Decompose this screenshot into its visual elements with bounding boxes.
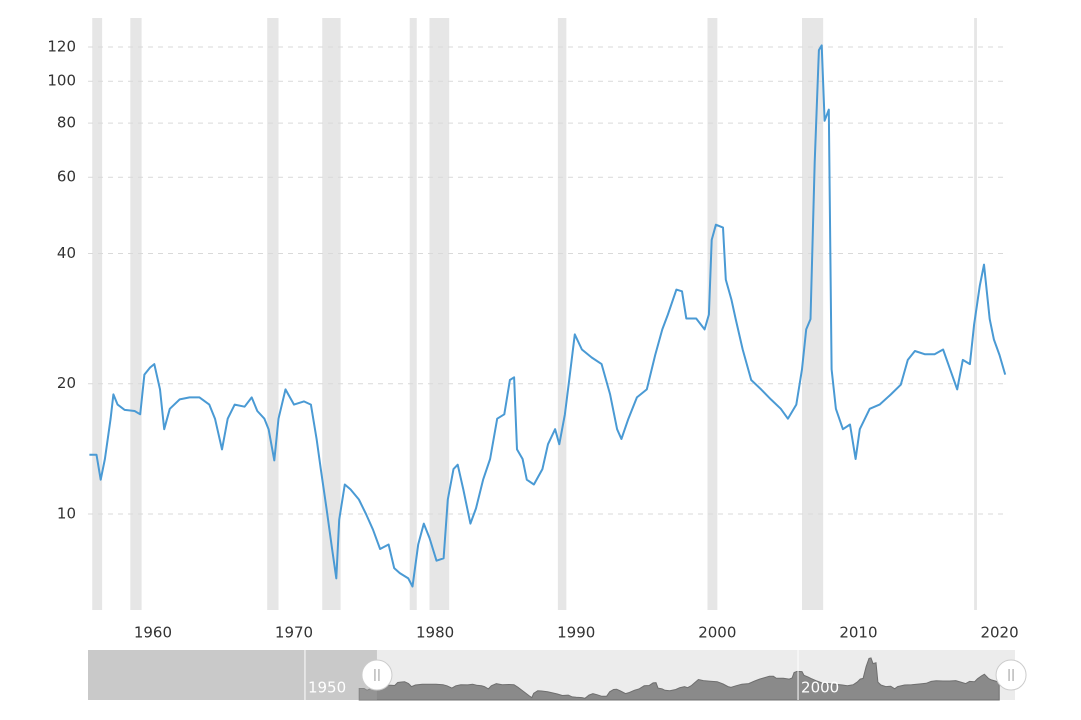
y-tick-label: 100 bbox=[47, 72, 76, 90]
y-tick-label: 40 bbox=[57, 244, 76, 262]
recession-band bbox=[130, 18, 142, 610]
x-tick-label: 1980 bbox=[416, 624, 454, 642]
navigator-mask bbox=[88, 650, 377, 700]
grid: 10 20 40 60 80 100 120 1960 1970 1980 1990 2000 2010… bbox=[47, 37, 1018, 641]
x-tick-label: 2020 bbox=[980, 624, 1018, 642]
series-line bbox=[89, 44, 1007, 588]
recession-band bbox=[409, 18, 417, 610]
y-tick-label: 120 bbox=[47, 37, 76, 55]
y-tick-label: 80 bbox=[57, 114, 76, 132]
x-tick-label: 1990 bbox=[557, 624, 595, 642]
recession-band bbox=[801, 18, 824, 610]
plot bbox=[89, 44, 1007, 588]
x-tick-label: 2010 bbox=[839, 624, 877, 642]
navigator-handle-grip[interactable] bbox=[1008, 669, 1014, 681]
x-tick-label: 1960 bbox=[134, 624, 172, 642]
y-tick-label: 20 bbox=[57, 374, 76, 392]
recession-band bbox=[557, 18, 567, 610]
navigator-area bbox=[358, 657, 1000, 701]
y-tick-label: 60 bbox=[57, 168, 76, 186]
recession-band bbox=[322, 18, 341, 610]
x-tick-label: 1970 bbox=[275, 624, 313, 642]
recession-band bbox=[429, 18, 450, 610]
y-tick-label: 10 bbox=[57, 504, 76, 522]
recession-band bbox=[707, 18, 718, 610]
recession-band bbox=[92, 18, 103, 610]
navigator-handle[interactable] bbox=[361, 659, 393, 691]
recession-band bbox=[267, 18, 279, 610]
navigator-label: 1950 bbox=[308, 679, 346, 697]
navigator-handle[interactable] bbox=[995, 659, 1027, 691]
navigator-handle-grip[interactable] bbox=[374, 669, 380, 681]
navigator[interactable]: 1950 2000 bbox=[88, 650, 1027, 701]
x-tick-label: 2000 bbox=[698, 624, 736, 642]
recession-bands bbox=[92, 18, 977, 610]
navigator-label: 2000 bbox=[801, 679, 839, 697]
